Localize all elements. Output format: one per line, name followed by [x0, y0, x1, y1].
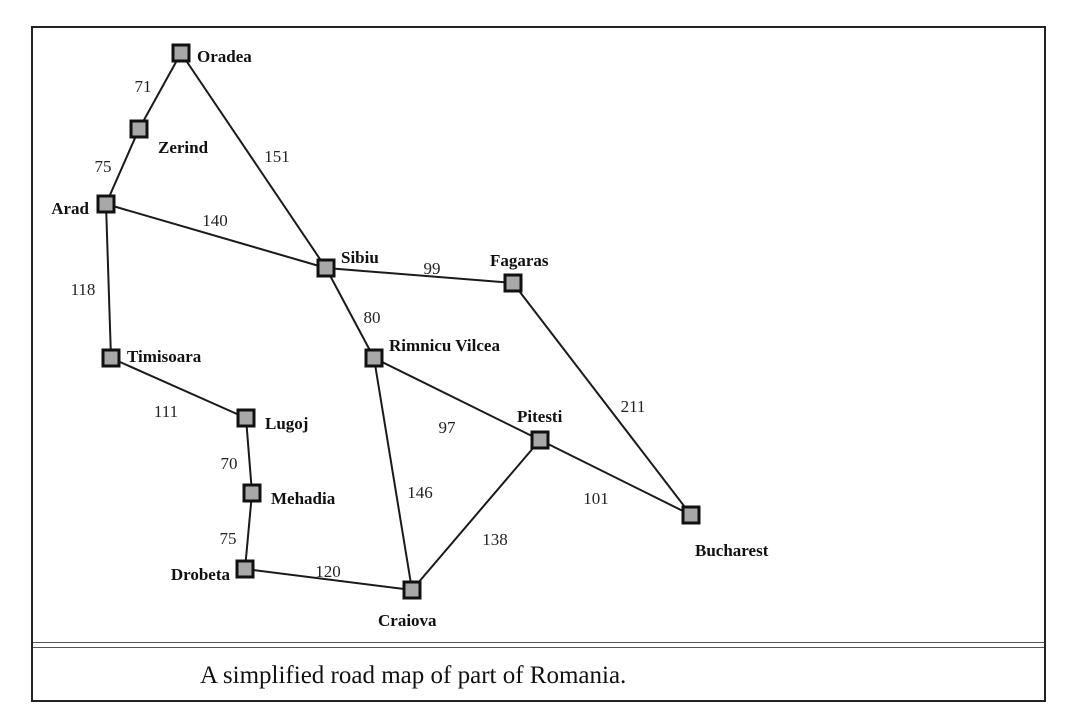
distance-label-pitesti-bucharest: 101 [583, 489, 609, 508]
distance-label-fagaras-bucharest: 211 [621, 397, 646, 416]
road-fagaras-bucharest [512, 282, 692, 516]
distance-label-lugoj-mehadia: 70 [221, 454, 238, 473]
city-node-fagaras [503, 273, 523, 293]
map-frame [31, 26, 1046, 702]
city-node-timisoara [101, 348, 121, 368]
distance-label-timisoara-lugoj: 111 [154, 402, 178, 421]
road-zerind-arad [105, 128, 140, 205]
distance-label-oradea-zerind: 71 [135, 77, 152, 96]
road-sibiu-fagaras [325, 267, 514, 284]
city-label-drobeta: Drobeta [171, 565, 231, 584]
city-label-oradea: Oradea [197, 47, 252, 66]
city-node-zerind [129, 119, 149, 139]
road-timisoara-lugoj [110, 357, 247, 419]
city-label-bucharest: Bucharest [695, 541, 769, 560]
city-node-oradea [171, 43, 191, 63]
city-node-craiova [402, 580, 422, 600]
map-caption: A simplified road map of part of Romania… [200, 662, 627, 689]
city-label-zerind: Zerind [158, 138, 209, 157]
caption-divider [33, 642, 1044, 643]
distance-label-sibiu-fagaras: 99 [424, 259, 441, 278]
road-arad-sibiu [105, 203, 327, 269]
city-label-mehadia: Mehadia [271, 489, 336, 508]
distance-label-mehadia-drobeta: 75 [220, 529, 237, 548]
city-node-sibiu [316, 258, 336, 278]
city-label-fagaras: Fagaras [490, 251, 549, 270]
road-rimnicu-pitesti [373, 357, 541, 441]
road-oradea-zerind [138, 52, 182, 130]
road-pitesti-bucharest [539, 439, 692, 516]
road-oradea-sibiu [180, 52, 327, 269]
distance-label-rimnicu-craiova: 146 [407, 483, 433, 502]
city-node-mehadia [242, 483, 262, 503]
city-node-drobeta [235, 559, 255, 579]
city-node-pitesti [530, 430, 550, 450]
city-node-bucharest [681, 505, 701, 525]
city-node-rimnicu [364, 348, 384, 368]
city-label-lugoj: Lugoj [265, 414, 308, 433]
city-node-arad [96, 194, 116, 214]
city-label-timisoara: Timisoara [127, 347, 202, 366]
distance-label-zerind-arad: 75 [95, 157, 112, 176]
distance-label-oradea-sibiu: 151 [264, 147, 290, 166]
city-label-sibiu: Sibiu [341, 248, 379, 267]
distance-label-rimnicu-pitesti: 97 [439, 418, 457, 437]
road-arad-timisoara [105, 203, 112, 359]
city-label-craiova: Craiova [378, 611, 437, 630]
distance-label-arad-sibiu: 140 [202, 211, 228, 230]
distance-label-sibiu-rimnicu: 80 [364, 308, 381, 327]
road-rimnicu-craiova [373, 357, 413, 591]
caption-divider [33, 647, 1044, 648]
city-label-rimnicu: Rimnicu Vilcea [389, 336, 500, 355]
city-node-lugoj [236, 408, 256, 428]
road-drobeta-craiova [244, 568, 413, 591]
city-label-arad: Arad [51, 199, 89, 218]
distance-label-pitesti-craiova: 138 [482, 530, 508, 549]
road-mehadia-drobeta [244, 492, 253, 570]
distance-label-arad-timisoara: 118 [71, 280, 96, 299]
city-label-pitesti: Pitesti [517, 407, 563, 426]
road-sibiu-rimnicu [325, 267, 375, 359]
road-lugoj-mehadia [245, 417, 253, 494]
distance-label-drobeta-craiova: 120 [315, 562, 341, 581]
road-pitesti-craiova [411, 439, 541, 591]
